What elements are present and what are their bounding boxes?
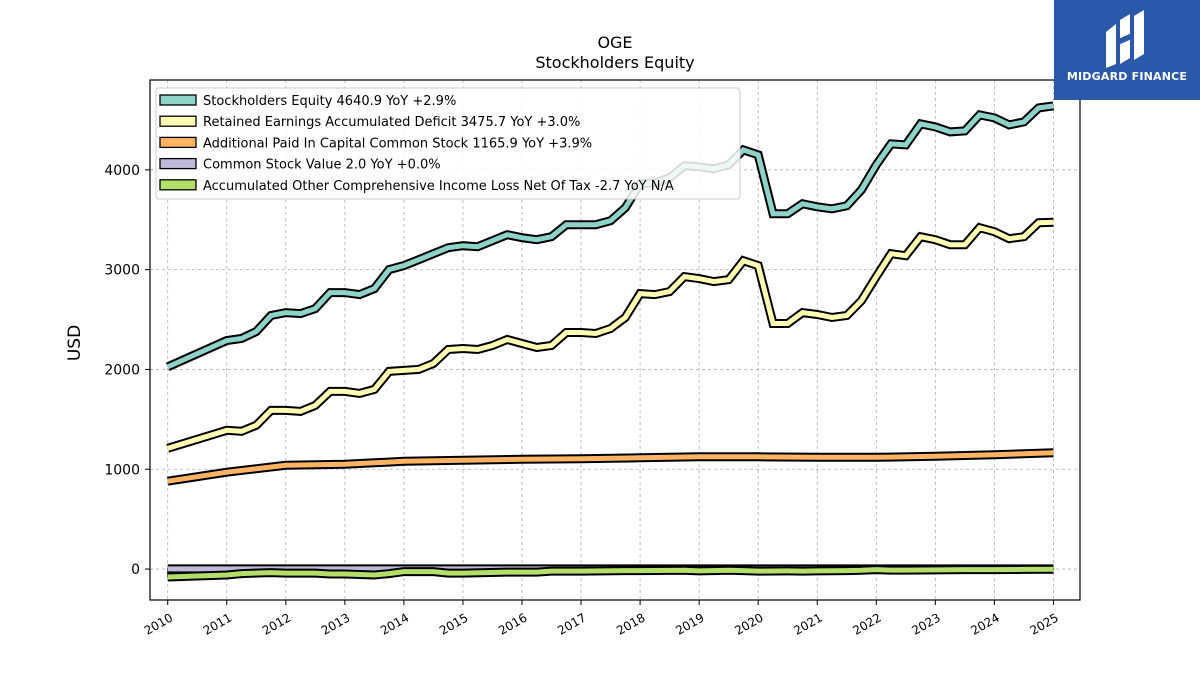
brand-logo: MIDGARD FINANCE — [1054, 0, 1200, 100]
plot-frame — [149, 79, 1081, 601]
x-tick-label: 2024 — [968, 610, 1001, 637]
series-outline-retained-earnings-accumulated — [166, 217, 1054, 453]
x-tick-label: 2013 — [319, 610, 352, 637]
x-tick-label: 2018 — [614, 610, 647, 637]
legend-label: Additional Paid In Capital Common Stock … — [203, 136, 592, 151]
y-tick-label: 3000 — [104, 263, 140, 279]
x-axis: 2010 2011 2012 2013 2014 2015 2016 2017 2018 2019… — [142, 600, 1061, 638]
y-tick-label: 2000 — [104, 362, 140, 378]
x-tick-label: 2020 — [732, 610, 765, 637]
y-axis: 0 1000 2000 3000 4000 — [104, 163, 150, 578]
legend-swatch — [159, 179, 197, 191]
series-line-accumulated-other-comprehensive — [167, 566, 1054, 580]
x-tick-label: 2016 — [496, 610, 529, 637]
legend-swatch — [159, 94, 197, 106]
legend-label: Stockholders Equity 4640.9 YoY +2.9% — [203, 94, 456, 109]
x-tick-label: 2010 — [142, 610, 175, 637]
brand-name: MIDGARD FINANCE — [1066, 70, 1188, 83]
x-tick-label: 2025 — [1027, 610, 1060, 637]
x-tick-label: 2017 — [555, 610, 588, 637]
chart-title: OGE — [597, 33, 632, 52]
legend-swatch — [159, 115, 197, 127]
y-axis-label: USD — [65, 325, 85, 361]
chart-subtitle: Stockholders Equity — [535, 53, 694, 72]
y-tick-label: 0 — [131, 562, 140, 578]
x-tick-label: 2012 — [260, 610, 293, 637]
x-tick-label: 2022 — [850, 610, 883, 637]
legend-label: Common Stock Value 2.0 YoY +0.0% — [203, 158, 441, 173]
series-line-additional-paid-in — [167, 450, 1054, 484]
x-tick-label: 2019 — [673, 610, 706, 637]
x-tick-label: 2014 — [378, 610, 411, 637]
brand-mark-icon — [1106, 10, 1144, 68]
legend: Stockholders Equity 4640.9 YoY +2.9% Reta… — [155, 87, 741, 200]
legend-label: Accumulated Other Comprehensive Income L… — [203, 179, 674, 194]
series-lines — [165, 101, 1055, 582]
legend-label: Retained Earnings Accumulated Deficit 34… — [203, 115, 580, 130]
series-line-retained-earnings-accumulated — [166, 219, 1054, 451]
legend-box — [155, 87, 741, 200]
x-tick-label: 2015 — [437, 610, 470, 637]
legend-swatch — [159, 157, 197, 170]
x-tick-label: 2011 — [201, 610, 234, 637]
x-tick-label: 2021 — [791, 610, 824, 637]
legend-swatch — [159, 136, 197, 149]
y-tick-label: 1000 — [104, 462, 140, 478]
x-tick-label: 2023 — [909, 610, 942, 637]
y-tick-label: 4000 — [104, 163, 140, 179]
